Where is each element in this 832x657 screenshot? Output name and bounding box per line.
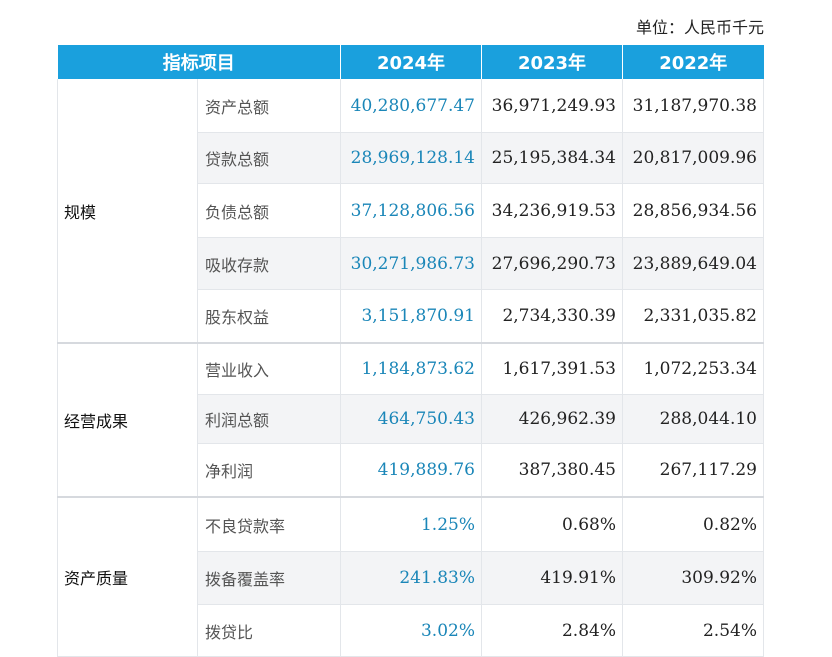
value-2023-cell: 25,195,384.34 xyxy=(481,132,623,184)
header-2023: 2023年 xyxy=(481,45,623,79)
value-2024-cell: 37,128,806.56 xyxy=(340,183,482,238)
value-2022-cell: 0.82% xyxy=(622,496,764,552)
value-2023-cell: 419.91% xyxy=(481,551,623,605)
table-row: 吸收存款 30,271,986.73 27,696,290.73 23,889,649… xyxy=(58,237,764,290)
header-indicator-item: 指标项目 xyxy=(57,45,341,79)
item-cell: 营业收入 xyxy=(197,342,341,395)
value-2024-cell: 28,969,128.14 xyxy=(340,132,482,184)
value-2024-cell: 3.02% xyxy=(340,604,482,657)
item-cell: 拨备覆盖率 xyxy=(197,551,341,605)
item-cell: 负债总额 xyxy=(197,183,341,238)
value-2024-cell: 1.25% xyxy=(340,496,482,552)
table-row: 利润总额 464,750.43 426,962.39 288,044.10 xyxy=(58,394,764,444)
value-2024-cell: 241.83% xyxy=(340,551,482,605)
table-row: 资产质量 不良贷款率 1.25% 0.68% 0.82% xyxy=(57,496,764,657)
value-2022-cell: 23,889,649.04 xyxy=(622,237,764,290)
table-header: 指标项目 2024年 2023年 2022年 xyxy=(57,45,764,79)
value-2024-cell: 464,750.43 xyxy=(340,394,482,444)
value-2023-cell: 426,962.39 xyxy=(481,394,623,444)
value-2024-cell: 3,151,870.91 xyxy=(340,289,482,344)
value-2023-cell: 36,971,249.93 xyxy=(481,79,623,133)
value-2024-cell: 419,889.76 xyxy=(340,443,482,498)
item-cell: 拨贷比 xyxy=(197,604,341,657)
value-2023-cell: 2,734,330.39 xyxy=(481,289,623,344)
item-cell: 净利润 xyxy=(197,443,341,498)
header-2022: 2022年 xyxy=(622,45,764,79)
table-row: 贷款总额 28,969,128.14 25,195,384.34 20,817,009… xyxy=(58,132,764,184)
category-cell: 资产质量 xyxy=(57,496,198,657)
value-2022-cell: 31,187,970.38 xyxy=(622,79,764,133)
table-row: 规模 资产总额 40,280,677.47 36,971,249.93 31,187,9… xyxy=(57,79,764,344)
value-2022-cell: 28,856,934.56 xyxy=(622,183,764,238)
table-body: 规模 资产总额 40,280,677.47 36,971,249.93 31,187,9… xyxy=(57,79,764,657)
value-2022-cell: 2.54% xyxy=(622,604,764,657)
value-2022-cell: 2,331,035.82 xyxy=(622,289,764,344)
item-cell: 资产总额 xyxy=(197,79,341,133)
header-2024: 2024年 xyxy=(340,45,482,79)
value-2022-cell: 1,072,253.34 xyxy=(622,342,764,395)
value-2023-cell: 0.68% xyxy=(481,496,623,552)
category-cell: 规模 xyxy=(57,79,198,344)
table-row: 经营成果 营业收入 1,184,873.62 1,617,391.53 1,072,25… xyxy=(57,342,764,498)
value-2023-cell: 387,380.45 xyxy=(481,443,623,498)
value-2024-cell: 1,184,873.62 xyxy=(340,342,482,395)
value-2022-cell: 309.92% xyxy=(622,551,764,605)
item-cell: 吸收存款 xyxy=(197,237,341,290)
value-2022-cell: 288,044.10 xyxy=(622,394,764,444)
value-2024-cell: 40,280,677.47 xyxy=(340,79,482,133)
table-row: 拨备覆盖率 241.83% 419.91% 309.92% xyxy=(58,551,764,605)
value-2022-cell: 267,117.29 xyxy=(622,443,764,498)
item-cell: 贷款总额 xyxy=(197,132,341,184)
value-2022-cell: 20,817,009.96 xyxy=(622,132,764,184)
item-cell: 利润总额 xyxy=(197,394,341,444)
financial-indicators-table: 指标项目 2024年 2023年 2022年 规模 资产总额 40,280,677.… xyxy=(57,45,764,657)
value-2024-cell: 30,271,986.73 xyxy=(340,237,482,290)
table-row: 股东权益 3,151,870.91 2,734,330.39 2,331,035.82 xyxy=(58,289,764,344)
value-2023-cell: 1,617,391.53 xyxy=(481,342,623,395)
category-cell: 经营成果 xyxy=(57,342,198,498)
value-2023-cell: 2.84% xyxy=(481,604,623,657)
unit-label: 单位：人民币千元 xyxy=(635,18,764,37)
value-2023-cell: 34,236,919.53 xyxy=(481,183,623,238)
item-cell: 股东权益 xyxy=(197,289,341,344)
item-cell: 不良贷款率 xyxy=(197,496,341,552)
table-row: 负债总额 37,128,806.56 34,236,919.53 28,856,934… xyxy=(58,183,764,238)
value-2023-cell: 27,696,290.73 xyxy=(481,237,623,290)
